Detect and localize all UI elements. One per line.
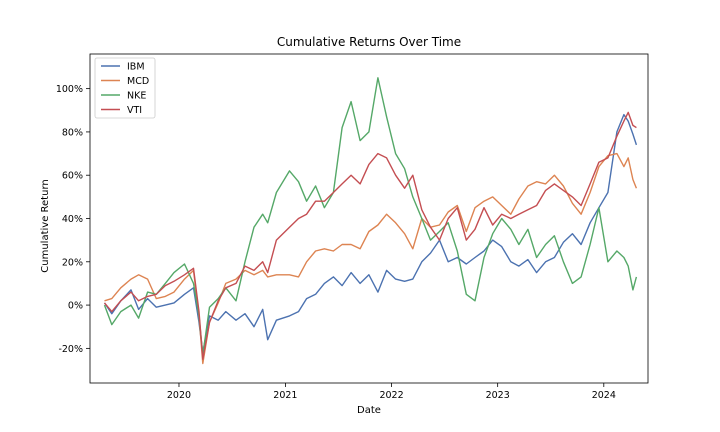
plot-area xyxy=(89,53,649,384)
x-axis-ticks: 2020 2021 2022 2023 2024 xyxy=(167,383,616,401)
x-tick-label: 2023 xyxy=(486,390,510,401)
x-tick-label: 2024 xyxy=(592,390,616,401)
series-layer xyxy=(103,77,638,365)
chart-title: Cumulative Returns Over Time xyxy=(277,35,461,49)
legend-label-vti: VTI xyxy=(127,105,142,116)
y-tick-label: 0% xyxy=(68,301,83,312)
x-tick-label: 2020 xyxy=(167,390,191,401)
x-axis-label: Date xyxy=(357,405,381,416)
x-tick-label: 2021 xyxy=(273,390,297,401)
legend-label-nke: NKE xyxy=(127,91,146,102)
legend-label-ibm: IBM xyxy=(127,62,145,73)
y-tick-label: -20% xyxy=(58,344,83,355)
legend-box xyxy=(94,57,156,119)
y-tick-label: 60% xyxy=(62,171,83,182)
y-tick-label: 40% xyxy=(62,214,83,225)
legend-items: IBM MCD NKE VTI xyxy=(101,62,149,116)
y-axis-ticks: -20% 0% 20% 40% 60% 80% 100% xyxy=(56,84,90,355)
y-axis-label: Cumulative Return xyxy=(40,179,51,272)
legend-label-mcd: MCD xyxy=(127,76,149,87)
y-tick-label: 20% xyxy=(62,257,83,268)
legend: IBM MCD NKE VTI xyxy=(94,57,156,119)
series-line-vti xyxy=(103,111,637,360)
y-tick-label: 80% xyxy=(62,127,83,138)
y-tick-label: 100% xyxy=(56,84,83,95)
series-line-nke xyxy=(103,77,638,356)
x-tick-label: 2022 xyxy=(379,390,403,401)
